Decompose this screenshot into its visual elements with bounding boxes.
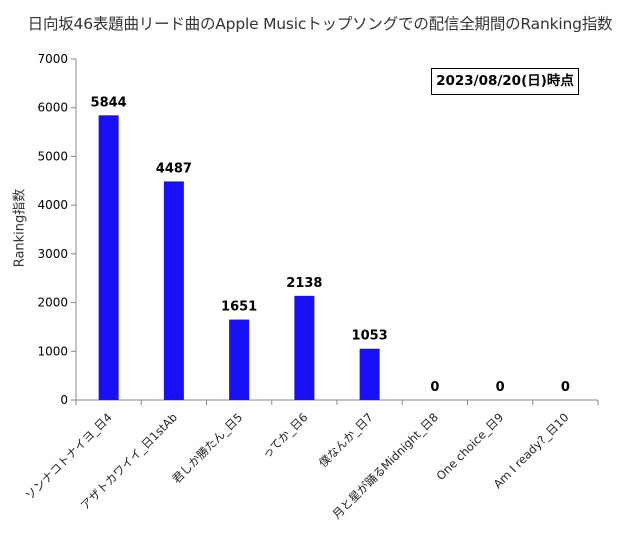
x-tick-label: 月と星が踊るMidnight_日8 <box>330 410 441 521</box>
data-label: 2138 <box>286 276 322 291</box>
x-tick-label: ってか_日6 <box>259 410 310 461</box>
y-tick-label: 7000 <box>37 52 68 66</box>
data-label: 0 <box>561 380 570 395</box>
value-labels: 5844 4487 1651 2138 1053 0 0 0 <box>91 95 570 395</box>
y-tick-label: 2000 <box>37 296 68 310</box>
y-tick-label: 6000 <box>37 101 68 115</box>
data-label: 1053 <box>352 329 388 344</box>
bar <box>359 348 380 400</box>
date-annotation: 2023/08/20(日)時点 <box>431 68 579 95</box>
data-label: 0 <box>430 380 439 395</box>
bar <box>98 115 119 400</box>
x-tick-label: 僕なんか_日7 <box>316 410 376 470</box>
data-label: 0 <box>496 380 505 395</box>
y-tick-label: 5000 <box>37 149 68 163</box>
x-tick-label: 君しか勝たん_日5 <box>169 410 245 486</box>
data-label: 1651 <box>221 300 257 315</box>
bar <box>229 319 250 400</box>
bar <box>294 295 315 400</box>
data-label: 4487 <box>156 161 192 176</box>
data-label: 5844 <box>91 95 127 110</box>
y-tick-label: 3000 <box>37 247 68 261</box>
axes: 0 1000 2000 3000 4000 5000 6000 7000 <box>37 52 599 407</box>
y-tick-label: 4000 <box>37 198 68 212</box>
y-tick-label: 0 <box>60 393 68 407</box>
y-tick-label: 1000 <box>37 344 68 358</box>
chart-title: 日向坂46表題曲リード曲のApple Musicトップソングでの配信全期間のRa… <box>27 15 613 33</box>
bar <box>163 181 184 400</box>
x-tick-label: One choice_日9 <box>433 410 506 483</box>
bars <box>98 115 380 400</box>
